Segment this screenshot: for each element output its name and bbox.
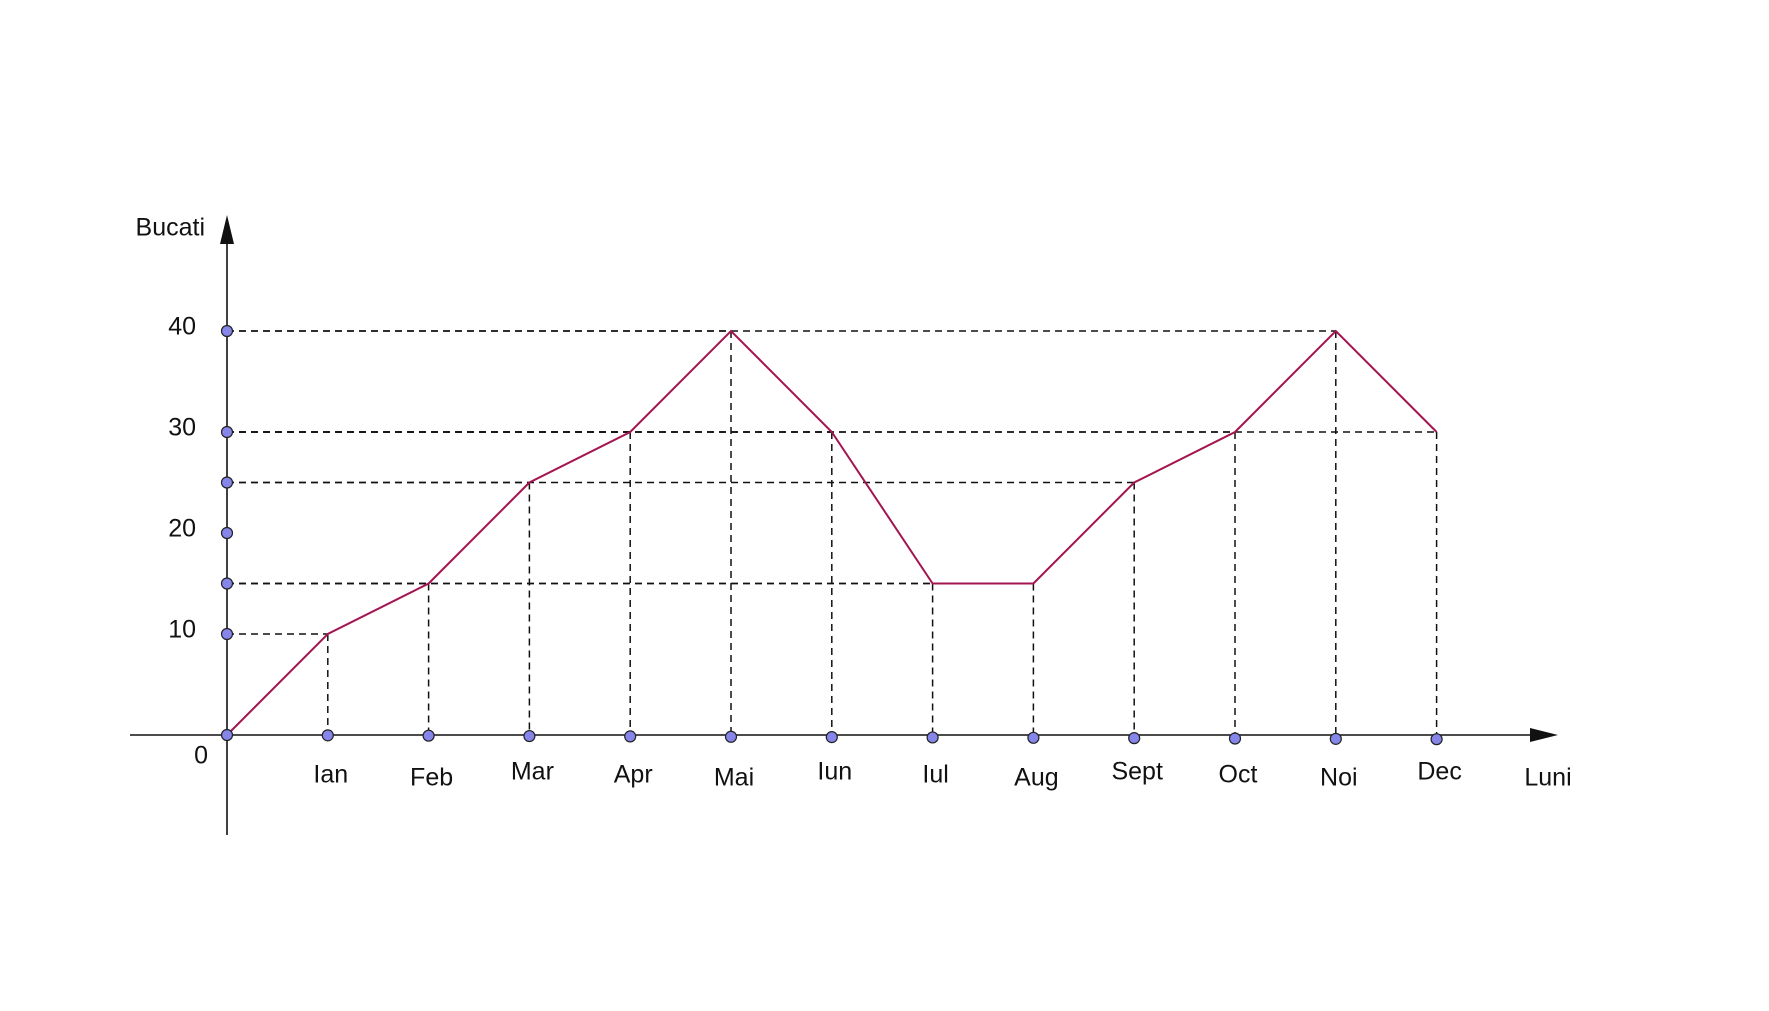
y-tick-dot xyxy=(220,476,234,489)
x-tick-dot xyxy=(624,730,637,743)
x-tick-label: Oct xyxy=(1219,761,1258,789)
x-axis-label: Luni xyxy=(1524,764,1571,792)
y-tick-dot xyxy=(220,526,234,540)
x-tick-label: Dec xyxy=(1417,758,1461,786)
x-tick-dot xyxy=(724,730,738,743)
y-tick-label: 10 xyxy=(168,616,196,644)
x-tick-dot xyxy=(1329,732,1342,745)
x-tick-dot xyxy=(1128,732,1141,745)
x-tick-label: Feb xyxy=(410,764,453,792)
x-tick-label: Sept xyxy=(1111,758,1162,786)
x-tick-label: Iun xyxy=(817,758,852,786)
x-tick-label: Noi xyxy=(1320,764,1358,792)
x-tick-dot xyxy=(321,729,334,742)
y-tick-label: 40 xyxy=(168,313,196,341)
x-tick-dot xyxy=(825,730,838,744)
data-line xyxy=(226,329,1438,736)
y-tick-label: 20 xyxy=(168,515,196,543)
x-tick-label: Mai xyxy=(714,764,754,792)
y-tick-dot xyxy=(220,425,234,439)
y-tick-dot xyxy=(220,728,234,742)
x-tick-label: Iul xyxy=(922,761,948,789)
y-tick-dot xyxy=(220,627,234,641)
x-tick-dot xyxy=(1027,731,1040,744)
y-tick-dot xyxy=(220,577,234,590)
x-axis-arrow xyxy=(1530,728,1558,742)
x-tick-dot xyxy=(1430,733,1443,746)
y-tick-label: 30 xyxy=(168,414,196,442)
x-tick-label: Aug xyxy=(1014,764,1058,792)
y-tick-dot xyxy=(220,324,234,338)
y-axis-label: Bucati xyxy=(136,214,205,242)
x-tick-label: Mar xyxy=(511,758,554,786)
y-tick-label: 0 xyxy=(194,742,208,770)
x-tick-dot xyxy=(523,729,536,743)
x-tick-dot xyxy=(422,729,435,742)
x-tick-label: Ian xyxy=(313,761,348,789)
x-tick-label: Apr xyxy=(614,761,653,789)
y-axis-arrow xyxy=(220,215,234,244)
x-tick-dot xyxy=(926,731,939,744)
x-tick-dot xyxy=(1228,732,1242,745)
